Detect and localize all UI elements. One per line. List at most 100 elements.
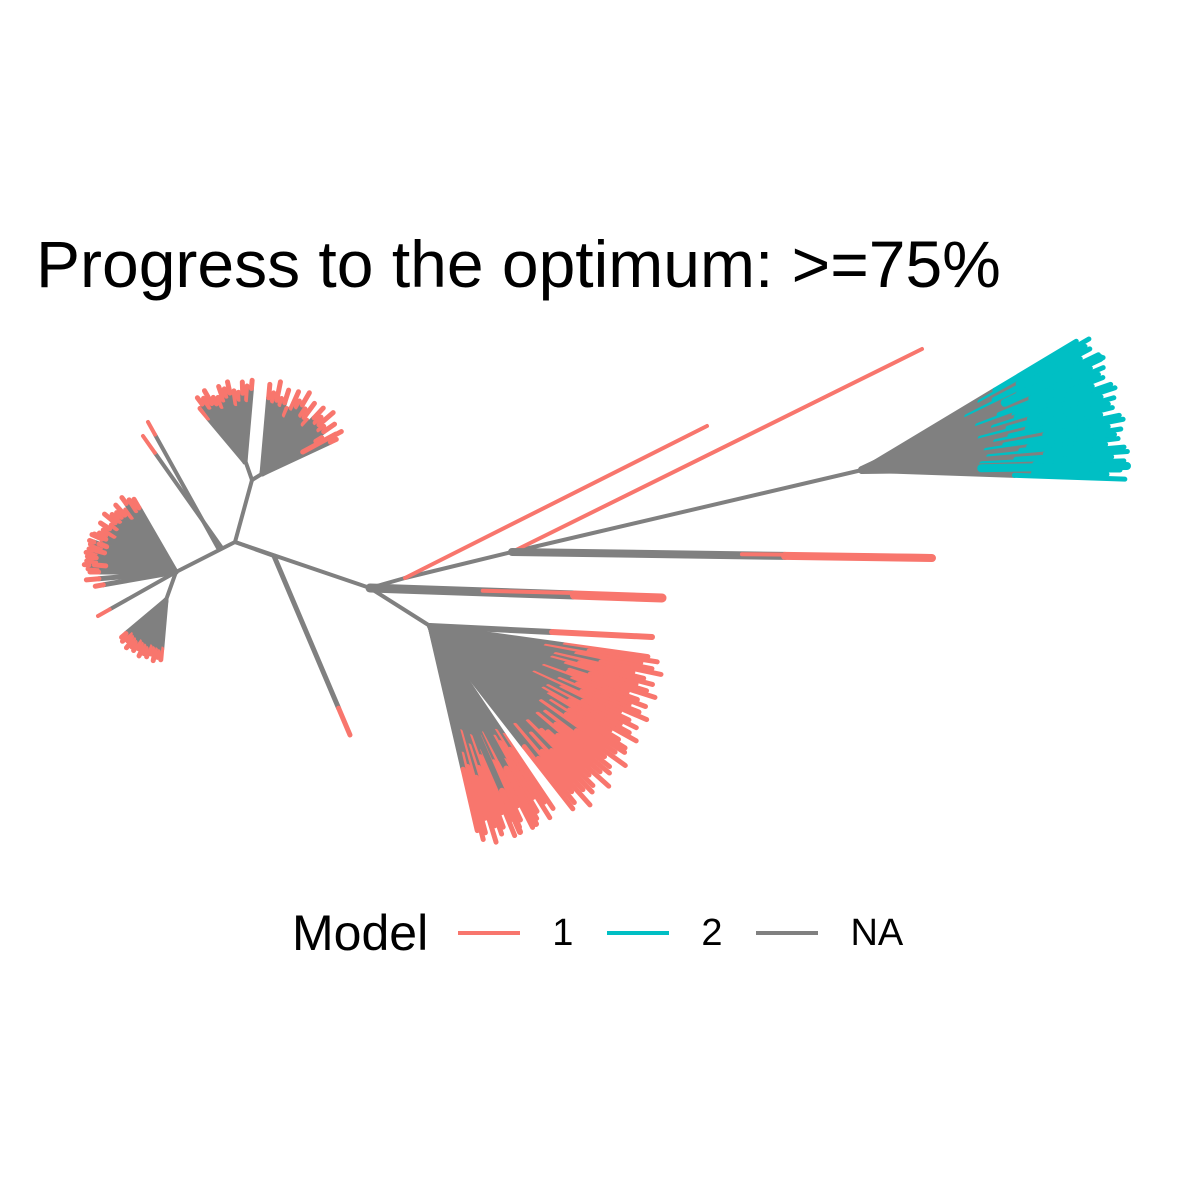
tree-branch-136 [282,387,292,406]
tree-branch-92 [1011,472,1128,482]
tree-branch-183 [98,520,113,532]
tree-branch-301 [579,689,650,723]
tree-branch-295 [569,676,648,709]
tree-branch-21 [146,420,157,437]
tree-branch-109 [215,394,225,409]
tree-branch-345 [539,748,593,808]
tree-branch-132 [274,379,283,403]
tree-branch-329 [553,721,613,770]
tree-branch-323 [538,699,618,755]
tree-branch-6 [510,468,864,554]
tree-branch-242 [148,646,156,657]
tree-branch-281 [577,660,647,681]
tree-branch-117 [231,388,239,407]
tree-branch-150 [300,417,310,427]
legend-item-2: 2 [607,912,722,955]
tree-branch-105 [201,388,215,407]
tree-branch-195 [123,507,135,520]
tree-branch-229 [90,547,108,556]
tree-branch-167 [259,449,306,477]
tree-branch-8 [510,347,924,554]
tree-branch-227 [84,553,99,561]
plot-title: Progress to the optimum: >=75% [36,227,1001,301]
tree-branch-142 [293,398,302,410]
tree-branch-299 [557,676,642,715]
tree-branch-347 [512,722,575,795]
tree-branch-124 [242,385,254,465]
tree-branch-113 [221,386,229,399]
tree-branch-234 [164,570,178,602]
tree-branch-289 [566,667,658,700]
tree-branch-254 [129,639,138,650]
tree-branch-54 [1026,394,1104,422]
tree-branch-246 [141,645,149,657]
tree-branch-154 [312,414,324,426]
tree-branch-28 [977,336,1092,405]
tree-branch-46 [975,375,1106,429]
tree-branch-140 [288,389,302,411]
tree-branch-275 [573,651,655,672]
legend-label-2: 2 [701,911,723,954]
tree-branch-327 [542,709,608,760]
tree-branch-261 [123,597,169,637]
tree-branch-14 [569,590,667,603]
tree-branch-162 [313,435,325,444]
legend-key-model-2 [607,931,670,935]
tree-branch-101 [194,395,205,407]
tree-branch-62 [1007,412,1104,439]
tree-branch-377 [478,749,518,839]
tree-branch-371 [490,759,523,823]
tree-branch-197 [119,495,129,507]
tree-branch-200 [136,505,179,575]
tree-branch-158 [316,423,327,433]
tree-branch-256 [123,636,137,651]
tree-branch-240 [150,647,158,664]
tree-branch-16 [480,588,577,595]
tree-branch-367 [497,760,536,830]
tree-branch-18 [336,705,353,738]
tree-branch-15 [368,586,485,593]
tree-branch-393 [459,751,486,842]
tree-branch-187 [102,511,118,526]
tree-branch-181 [100,527,117,539]
legend-item-1: 1 [458,912,573,955]
tree-branch-66 [1042,416,1126,437]
tree-branch-48 [1011,383,1095,418]
tree-branch-19 [233,540,276,558]
tree-branch-42 [1028,365,1106,401]
tree-branch-134 [277,395,284,408]
tree-branch-23 [141,434,157,455]
tree-branch-166 [327,436,339,445]
tree-branch-1 [174,540,237,574]
tree-branch-115 [225,379,233,396]
tree-branch-160 [321,421,338,435]
tree-branch-2 [233,478,254,544]
tree-branch-11 [510,550,744,557]
tree-branches [81,336,1131,845]
tree-branch-287 [587,671,650,694]
tree-branch-260 [119,631,133,644]
tree-branch-179 [96,530,109,539]
tree-branch-395 [460,766,480,834]
tree-branch-70 [983,426,1124,453]
tree-branch-252 [131,638,142,653]
tree-branch-263 [107,570,178,612]
tree-branch-215 [89,543,103,551]
tree-branch-277 [598,659,664,677]
tree-branch-99 [197,405,211,421]
tree-branch-50 [1013,381,1114,420]
tree-branch-94 [1000,354,1104,407]
tree-branch-96 [977,462,1131,473]
legend-key-model-1 [458,931,521,935]
tree-branch-319 [548,699,628,751]
legend-label-na: NA [850,911,904,954]
tree-branch-355 [507,746,547,805]
tree-branch-26 [992,338,1079,393]
tree-branch-267 [549,629,655,640]
tree-branch-337 [538,727,592,778]
tree-branch-236 [158,646,165,663]
tree-branch-90 [1030,470,1110,477]
tree-branch-156 [316,410,336,428]
tree-branch-250 [136,641,144,652]
tree-branch-394 [427,623,466,772]
